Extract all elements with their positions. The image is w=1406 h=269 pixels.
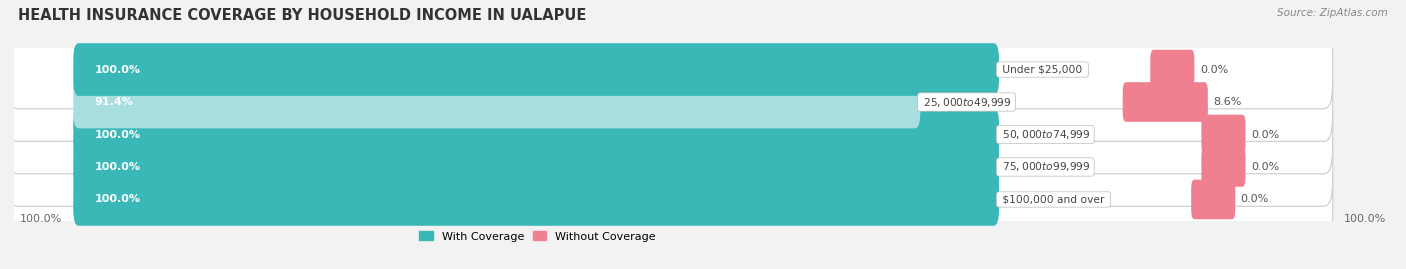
FancyBboxPatch shape (8, 63, 1333, 141)
FancyBboxPatch shape (1201, 147, 1246, 187)
Text: $75,000 to $99,999: $75,000 to $99,999 (1000, 161, 1091, 174)
FancyBboxPatch shape (1123, 82, 1208, 122)
FancyBboxPatch shape (1191, 180, 1236, 219)
Text: 91.4%: 91.4% (94, 97, 134, 107)
Legend: With Coverage, Without Coverage: With Coverage, Without Coverage (415, 227, 661, 246)
FancyBboxPatch shape (8, 30, 1333, 109)
FancyBboxPatch shape (8, 128, 1333, 206)
Text: 100.0%: 100.0% (94, 65, 141, 75)
Text: 0.0%: 0.0% (1199, 65, 1227, 75)
Text: 100.0%: 100.0% (20, 214, 62, 224)
Text: 100.0%: 100.0% (1344, 214, 1386, 224)
Text: Under $25,000: Under $25,000 (1000, 65, 1085, 75)
FancyBboxPatch shape (73, 141, 1000, 193)
Text: $100,000 and over: $100,000 and over (1000, 194, 1108, 204)
Text: $50,000 to $74,999: $50,000 to $74,999 (1000, 128, 1091, 141)
Text: 0.0%: 0.0% (1251, 162, 1279, 172)
FancyBboxPatch shape (1201, 115, 1246, 154)
FancyBboxPatch shape (1150, 50, 1195, 89)
FancyBboxPatch shape (73, 43, 1000, 96)
Text: 8.6%: 8.6% (1213, 97, 1241, 107)
FancyBboxPatch shape (73, 108, 1000, 161)
FancyBboxPatch shape (73, 76, 921, 128)
Text: HEALTH INSURANCE COVERAGE BY HOUSEHOLD INCOME IN UALAPUE: HEALTH INSURANCE COVERAGE BY HOUSEHOLD I… (18, 8, 586, 23)
FancyBboxPatch shape (8, 160, 1333, 239)
Text: 0.0%: 0.0% (1240, 194, 1270, 204)
Text: 100.0%: 100.0% (94, 129, 141, 140)
FancyBboxPatch shape (8, 95, 1333, 174)
Text: 100.0%: 100.0% (94, 194, 141, 204)
Text: 100.0%: 100.0% (94, 162, 141, 172)
Text: $25,000 to $49,999: $25,000 to $49,999 (921, 95, 1012, 108)
Text: Source: ZipAtlas.com: Source: ZipAtlas.com (1277, 8, 1388, 18)
Text: 0.0%: 0.0% (1251, 129, 1279, 140)
FancyBboxPatch shape (73, 173, 1000, 226)
